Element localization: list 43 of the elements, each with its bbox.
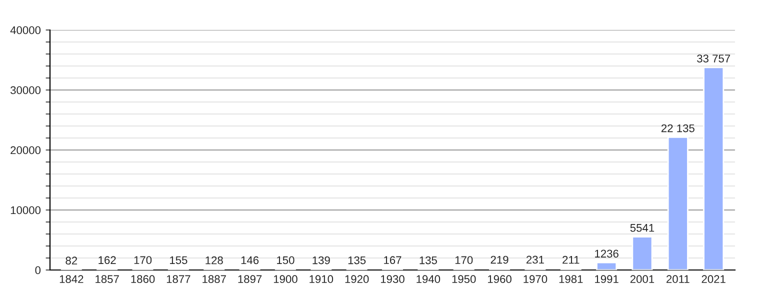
x-tick-label: 1920	[345, 275, 369, 284]
x-tick-label: 2001	[630, 275, 654, 284]
data-label: 162	[98, 256, 116, 264]
data-label: 22 135	[661, 124, 694, 132]
data-label: 211	[562, 256, 580, 264]
data-label: 1236	[595, 250, 618, 258]
data-label: 5541	[630, 224, 654, 232]
x-tick-label: 1897	[238, 275, 262, 284]
y-tick-label: 20000	[10, 146, 41, 154]
x-tick-label: 1910	[310, 275, 334, 284]
x-tick-label: 2021	[702, 275, 726, 284]
x-tick-label: 1940	[416, 275, 440, 284]
x-tick-label: 1857	[96, 275, 119, 284]
data-label: 33 757	[697, 54, 730, 62]
x-tick-label: 1950	[452, 275, 476, 284]
y-tick-label: 0	[35, 266, 41, 274]
x-tick-label: 1970	[524, 275, 548, 284]
data-label: 167	[384, 256, 402, 264]
x-tick-label: 1960	[488, 275, 512, 284]
data-label: 170	[134, 256, 152, 264]
data-label: 82	[66, 256, 78, 265]
data-label: 170	[455, 256, 473, 264]
x-tick-label: 1981	[559, 275, 583, 284]
x-tick-label: 1991	[595, 275, 618, 284]
data-label: 150	[277, 256, 294, 264]
data-label: 219	[490, 256, 508, 264]
data-label: 135	[420, 256, 437, 264]
data-label: 135	[348, 256, 366, 264]
x-tick-label: 1842	[60, 275, 84, 284]
x-tick-label: 1877	[166, 275, 190, 284]
x-tick-label: 1900	[274, 275, 298, 284]
y-tick-label: 10000	[10, 206, 41, 214]
x-tick-label: 2011	[666, 275, 690, 284]
x-tick-label: 1887	[202, 275, 226, 284]
data-label: 139	[312, 256, 330, 264]
data-label: 231	[526, 256, 544, 264]
y-tick-label: 30000	[10, 86, 41, 94]
data-label: 155	[170, 256, 188, 264]
data-label: 128	[206, 256, 223, 264]
x-tick-label: 1860	[131, 275, 155, 284]
y-tick-label: 40000	[10, 26, 41, 34]
x-tick-label: 1930	[380, 275, 404, 284]
data-label: 146	[241, 256, 259, 264]
